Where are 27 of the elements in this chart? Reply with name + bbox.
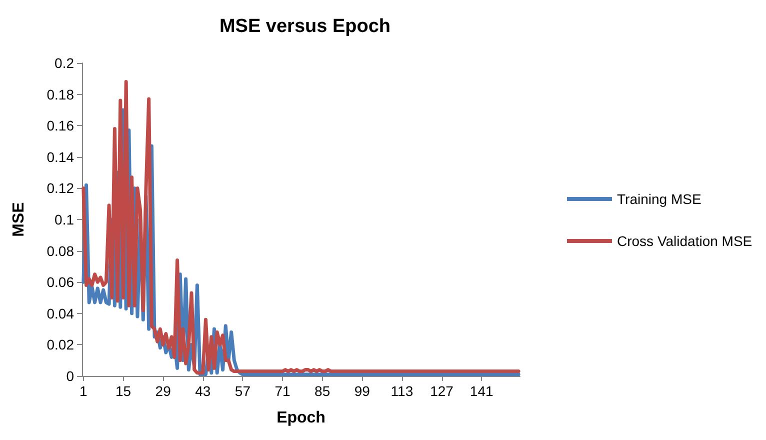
x-tick-label: 71 — [274, 383, 291, 399]
x-tick-label: 15 — [115, 383, 132, 399]
y-tick-label: 0.04 — [46, 305, 74, 322]
x-axis-title: Epoch — [276, 410, 326, 426]
y-tick-label: 0.06 — [46, 274, 74, 290]
x-tick-label: 43 — [195, 383, 211, 399]
x-tick-label: 57 — [234, 383, 251, 399]
x-tick-label: 85 — [314, 383, 330, 399]
y-tick-label: 0.2 — [54, 55, 74, 71]
x-tick-label: 1 — [80, 383, 88, 399]
y-tick-label: 0.02 — [46, 336, 74, 353]
y-axis-title: MSE — [10, 202, 28, 237]
chart-title: MSE versus Epoch — [219, 16, 391, 37]
legend-label: Training MSE — [617, 191, 702, 207]
legend-label: Cross Validation MSE — [617, 233, 752, 249]
y-tick-label: 0.12 — [46, 180, 74, 196]
y-tick-label: 0.1 — [54, 212, 74, 228]
x-tick-label: 127 — [430, 383, 454, 399]
x-tick-label: 29 — [155, 383, 172, 399]
y-tick-label: 0 — [66, 368, 74, 384]
y-tick-label: 0.08 — [46, 242, 74, 259]
y-tick-label: 0.14 — [46, 148, 74, 165]
y-tick-label: 0.18 — [46, 86, 74, 102]
x-tick-label: 113 — [390, 383, 414, 399]
x-tick-label: 141 — [470, 383, 494, 399]
y-tick-label: 0.16 — [46, 118, 74, 134]
x-tick-label: 99 — [354, 383, 370, 399]
